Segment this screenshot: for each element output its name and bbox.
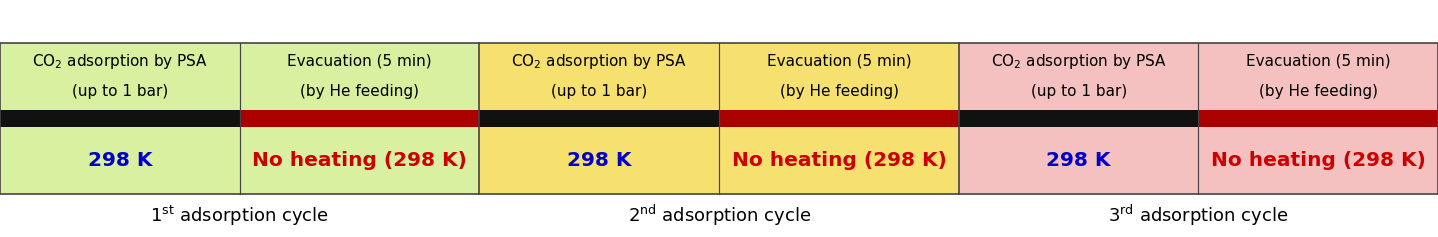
Text: 298 K: 298 K [567,151,631,170]
Bar [959,110,1198,127]
Bar [240,127,479,194]
Text: 298 K: 298 K [88,151,152,170]
Bar [0,110,240,127]
Bar [1199,43,1438,110]
Text: CO$_2$ adsorption by PSA: CO$_2$ adsorption by PSA [512,51,687,71]
Text: (by He feeding): (by He feeding) [1258,84,1378,99]
Text: No heating (298 K): No heating (298 K) [252,151,467,170]
Bar [1199,127,1438,194]
Text: Evacuation (5 min): Evacuation (5 min) [766,54,912,68]
Text: 298 K: 298 K [1047,151,1112,170]
Bar [1199,110,1438,127]
Bar [959,127,1198,194]
Text: (up to 1 bar): (up to 1 bar) [1031,84,1127,99]
Bar [719,110,959,127]
Text: No heating (298 K): No heating (298 K) [1211,151,1425,170]
Text: CO$_2$ adsorption by PSA: CO$_2$ adsorption by PSA [991,51,1166,71]
Text: (by He feeding): (by He feeding) [779,84,899,99]
Bar [240,110,479,127]
Text: (up to 1 bar): (up to 1 bar) [551,84,647,99]
Text: (up to 1 bar): (up to 1 bar) [72,84,168,99]
Text: $3^{\mathrm{rd}}$ adsorption cycle: $3^{\mathrm{rd}}$ adsorption cycle [1109,203,1288,228]
Bar [0,127,240,194]
Text: CO$_2$ adsorption by PSA: CO$_2$ adsorption by PSA [32,51,209,71]
Bar [959,43,1198,110]
Text: Evacuation (5 min): Evacuation (5 min) [288,54,431,68]
Bar [0,43,240,110]
Text: Evacuation (5 min): Evacuation (5 min) [1245,54,1391,68]
Bar [479,127,719,194]
Text: (by He feeding): (by He feeding) [301,84,418,99]
Text: $2^{\mathrm{nd}}$ adsorption cycle: $2^{\mathrm{nd}}$ adsorption cycle [627,203,811,228]
Text: $1^{\mathrm{st}}$ adsorption cycle: $1^{\mathrm{st}}$ adsorption cycle [151,204,329,228]
Text: No heating (298 K): No heating (298 K) [732,151,946,170]
Bar [479,43,719,110]
Bar [719,43,959,110]
Bar [719,127,959,194]
Bar [240,43,479,110]
Bar [0,43,1438,194]
Bar [479,110,719,127]
